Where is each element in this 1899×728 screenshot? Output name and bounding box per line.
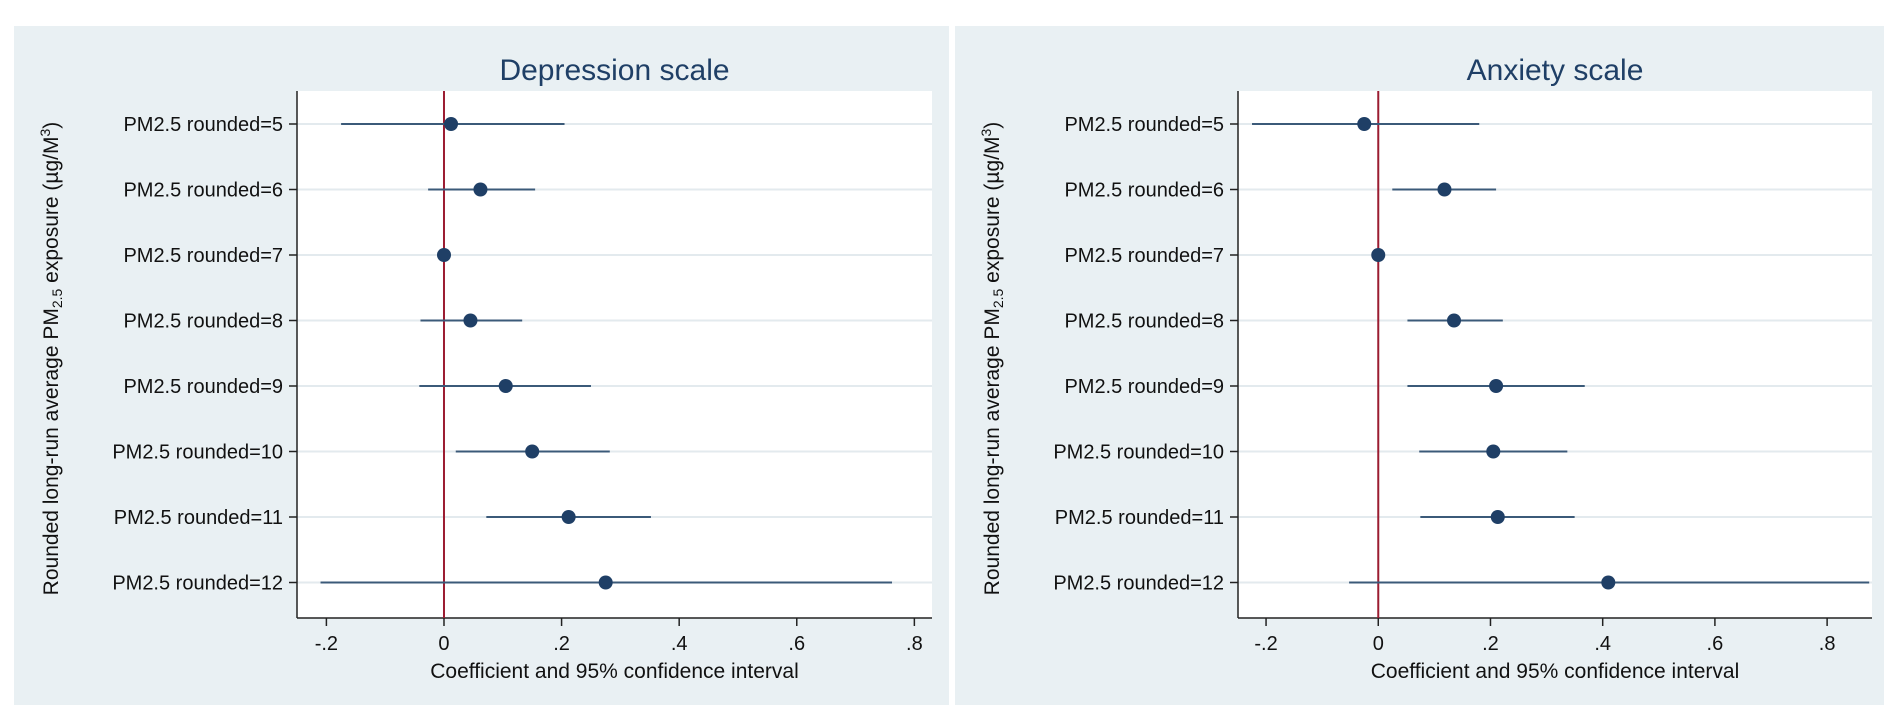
chart-title: Depression scale — [499, 54, 729, 87]
estimate-point — [473, 182, 488, 197]
x-tick-label: .4 — [671, 633, 688, 655]
depression-panel: -.2 0 .2 .4 .6 .8 PM2.5 rounded=5 PM2.5 rounded… — [14, 26, 949, 705]
x-tick-label: .8 — [1819, 633, 1836, 655]
category-label: PM2.5 rounded=5 — [123, 114, 283, 136]
x-tick-label: -.2 — [1254, 633, 1277, 655]
category-label: PM2.5 rounded=8 — [1064, 311, 1224, 333]
x-axis-label: Coefficient and 95% confidence interval — [430, 660, 799, 683]
estimate-point — [1490, 510, 1505, 524]
x-tick-label: .2 — [1482, 633, 1499, 655]
category-label: PM2.5 rounded=5 — [1064, 114, 1224, 136]
estimate-point — [498, 379, 513, 393]
estimate-point — [1357, 117, 1372, 131]
depression-chart: -.2 0 .2 .4 .6 .8 PM2.5 rounded=5 PM2.5 rounded… — [37, 54, 932, 683]
estimate-point — [1447, 313, 1462, 328]
y-axis-label: Rounded long-run average PM2.5 exposure … — [978, 122, 1006, 596]
x-tick-label: .2 — [553, 633, 570, 655]
plot-area — [297, 91, 932, 618]
category-label: PM2.5 rounded=6 — [123, 180, 283, 202]
x-tick-label: .6 — [1707, 633, 1724, 655]
category-label: PM2.5 rounded=7 — [1064, 245, 1224, 267]
category-label: PM2.5 rounded=11 — [1055, 507, 1224, 529]
category-label: PM2.5 rounded=12 — [1053, 573, 1224, 595]
estimate-point — [598, 575, 613, 590]
category-label: PM2.5 rounded=10 — [1053, 442, 1224, 464]
category-label: PM2.5 rounded=11 — [114, 507, 283, 529]
x-tick-label: .8 — [906, 633, 923, 655]
anxiety-chart: -.2 0 .2 .4 .6 .8 PM2.5 rounded=5 PM2.5 rounded… — [978, 54, 1872, 683]
estimate-point — [1486, 444, 1501, 459]
category-label: PM2.5 rounded=12 — [112, 573, 283, 595]
category-label: PM2.5 rounded=7 — [123, 245, 283, 267]
estimate-point — [525, 444, 540, 459]
chart-title: Anxiety scale — [1467, 54, 1644, 87]
x-tick-label: .4 — [1594, 633, 1611, 655]
x-tick-label: .6 — [788, 633, 805, 655]
estimate-point — [1601, 575, 1616, 590]
y-axis-label: Rounded long-run average PM2.5 exposure … — [37, 122, 65, 596]
estimate-point — [1371, 248, 1386, 262]
x-tick-label: -.2 — [315, 633, 338, 655]
estimate-point — [436, 248, 451, 262]
x-tick-label: 0 — [1373, 633, 1384, 655]
category-label: PM2.5 rounded=10 — [112, 442, 283, 464]
x-axis-label: Coefficient and 95% confidence interval — [1371, 660, 1740, 683]
category-label: PM2.5 rounded=8 — [123, 311, 283, 333]
category-label: PM2.5 rounded=9 — [1064, 376, 1224, 398]
estimate-point — [561, 510, 576, 524]
plot-area — [1238, 91, 1872, 618]
estimate-point — [463, 313, 478, 328]
estimate-point — [1489, 379, 1504, 393]
x-tick-label: 0 — [438, 633, 449, 655]
estimate-point — [1437, 182, 1452, 197]
anxiety-panel: -.2 0 .2 .4 .6 .8 PM2.5 rounded=5 PM2.5 rounded… — [955, 26, 1884, 705]
category-label: PM2.5 rounded=6 — [1064, 180, 1224, 202]
estimate-point — [444, 117, 459, 131]
category-label: PM2.5 rounded=9 — [123, 376, 283, 398]
